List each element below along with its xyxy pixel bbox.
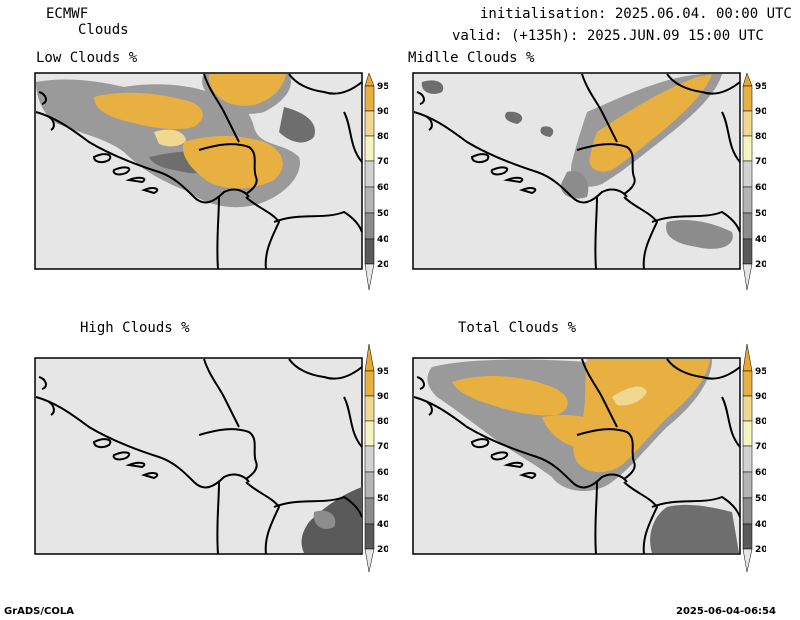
colorbar-label: 95 (755, 367, 766, 377)
colorbar-label: 90 (755, 107, 766, 117)
colorbar-label: 95 (377, 367, 388, 377)
colorbar-label: 90 (377, 392, 388, 402)
panel-title-middle: Midlle Clouds % (408, 50, 535, 66)
panel-title-low: Low Clouds % (36, 50, 138, 66)
initialisation-label: initialisation: 2025.06.04. 00:00 UTC (480, 6, 792, 22)
colorbar-label: 70 (377, 157, 388, 167)
panel-title-total: Total Clouds % (458, 320, 577, 336)
panel-title-high: High Clouds % (80, 320, 190, 336)
map-panel-low: 95 90 80 70 60 50 40 20 (34, 72, 388, 291)
map-panel-total: 95 90 80 70 60 50 40 20 (412, 343, 766, 573)
map-panel-middle: 95 90 80 70 60 50 40 20 (412, 72, 766, 291)
valid-time-label: valid: (+135h): 2025.JUN.09 15:00 UTC (452, 28, 764, 44)
colorbar-label: 40 (755, 520, 766, 530)
footer-timestamp-label: 2025-06-04-06:54 (676, 606, 776, 617)
colorbar-label: 50 (377, 209, 388, 219)
colorbar-label: 60 (755, 183, 766, 193)
colorbar-label: 60 (377, 183, 388, 193)
colorbar-label: 80 (755, 132, 766, 142)
colorbar-label: 50 (377, 494, 388, 504)
footer-software-label: GrADS/COLA (4, 606, 74, 617)
colorbar-label: 70 (755, 157, 766, 167)
colorbar-label: 20 (377, 545, 388, 555)
colorbar-label: 90 (377, 107, 388, 117)
colorbar-label: 60 (755, 468, 766, 478)
colorbar-label: 20 (755, 260, 766, 270)
colorbar-label: 40 (377, 520, 388, 530)
colorbar-label: 80 (377, 417, 388, 427)
colorbar-label: 50 (755, 209, 766, 219)
model-label: ECMWF (46, 6, 89, 22)
colorbar-label: 95 (377, 82, 388, 92)
colorbar-label: 40 (377, 235, 388, 245)
colorbar-label: 90 (755, 392, 766, 402)
colorbar-label: 80 (755, 417, 766, 427)
colorbar-label: 20 (377, 260, 388, 270)
colorbar-label: 80 (377, 132, 388, 142)
product-label: Clouds (78, 22, 129, 38)
colorbar-label: 95 (755, 82, 766, 92)
map-panel-high: 95 90 80 70 60 50 40 20 (34, 343, 388, 573)
colorbar-label: 70 (755, 442, 766, 452)
colorbar-label: 40 (755, 235, 766, 245)
colorbar-label: 50 (755, 494, 766, 504)
colorbar-label: 70 (377, 442, 388, 452)
colorbar-label: 20 (755, 545, 766, 555)
colorbar-label: 60 (377, 468, 388, 478)
